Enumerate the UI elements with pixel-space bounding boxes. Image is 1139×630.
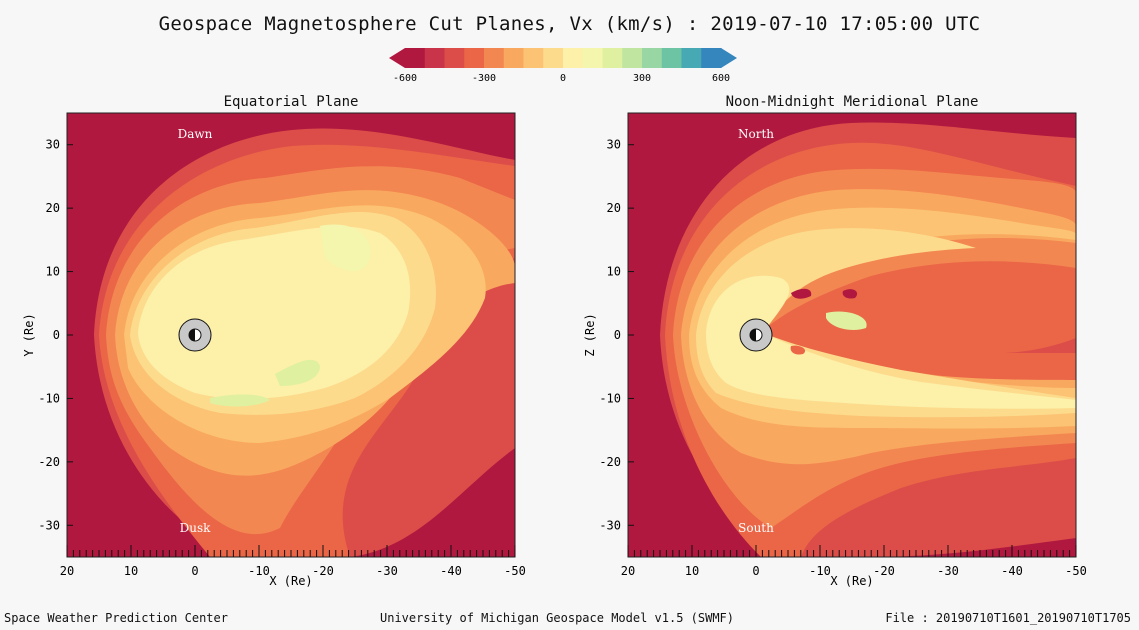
x-tick-label: 10 [124, 564, 138, 578]
colorbar-swatch [681, 48, 702, 68]
x-tick-label: 10 [685, 564, 699, 578]
earth-icon [178, 318, 212, 352]
colorbar-tick-label: 300 [633, 73, 651, 84]
y-tick-label: 0 [53, 328, 60, 342]
meridional-plot: 20 10 0 -10 -20 -30 -40 -50 30 20 10 0 -10 -20 -30 Nor… [583, 112, 1087, 588]
colorbar-swatch [464, 48, 485, 68]
colorbar-swatch [701, 48, 722, 68]
colorbar-swatch [622, 48, 643, 68]
colorbar-swatch [444, 48, 465, 68]
contour-fill [791, 288, 812, 299]
colorbar-arrow-right [721, 48, 737, 68]
y-tick-label: 30 [607, 138, 621, 152]
contour-fill [826, 311, 867, 330]
x-tick-label: -20 [312, 564, 334, 578]
x-tick-label: 0 [752, 564, 759, 578]
equatorial-contours [67, 113, 515, 557]
equatorial-plot: 20 10 0 -10 -20 -30 -40 -50 30 20 10 0 -10 -20 -30 Daw… [22, 112, 526, 588]
y-tick-label: -30 [599, 518, 621, 532]
north-label: North [738, 127, 774, 141]
colorbar-tick-label: -600 [393, 73, 417, 84]
contour-fill [275, 359, 320, 386]
x-tick-label: 20 [60, 564, 74, 578]
y-tick-label: 30 [46, 138, 60, 152]
footer-center: University of Michigan Geospace Model v1… [380, 611, 735, 625]
x-tick-label: -30 [376, 564, 398, 578]
y-tick-label: -10 [599, 391, 621, 405]
colorbar-swatch [424, 48, 445, 68]
x-tick-label: -40 [1001, 564, 1023, 578]
contour-fill [138, 226, 411, 400]
y-tick-label: -30 [38, 518, 60, 532]
y-tick-label: -20 [38, 455, 60, 469]
y-tick-label: -20 [599, 455, 621, 469]
colorbar-swatch [543, 48, 564, 68]
colorbar-swatch [503, 48, 524, 68]
y-tick-label: 0 [614, 328, 621, 342]
chart-title: Geospace Magnetosphere Cut Planes, Vx (k… [158, 13, 981, 35]
contour-fill [320, 224, 371, 272]
y-axis-label: Z (Re) [583, 313, 597, 356]
colorbar: -600 -300 0 300 600 [389, 48, 737, 84]
dusk-label: Dusk [180, 521, 212, 535]
colorbar-tick-label: 0 [560, 73, 566, 84]
y-tick-label: 10 [46, 265, 60, 279]
axes: 20 10 0 -10 -20 -30 -40 -50 30 20 10 0 -10 -20 -30 [38, 138, 526, 578]
x-tick-label: 0 [191, 564, 198, 578]
contour-fill [210, 394, 270, 407]
colorbar-swatch [523, 48, 544, 68]
colorbar-arrow-left [389, 48, 405, 68]
axes: 20 10 0 -10 -20 -30 -40 -50 30 20 10 0 -10 -20 -30 [599, 138, 1087, 578]
meridional-contours [628, 113, 1076, 557]
x-tick-label: 20 [621, 564, 635, 578]
colorbar-tick-label: -300 [472, 73, 496, 84]
x-tick-label: -10 [248, 564, 270, 578]
dawn-label: Dawn [178, 127, 213, 141]
colorbar-swatch [602, 48, 623, 68]
y-tick-label: 20 [607, 201, 621, 215]
y-axis-label: Y (Re) [22, 313, 36, 356]
x-tick-label: -40 [440, 564, 462, 578]
colorbar-swatch [582, 48, 603, 68]
contour-fill [790, 345, 806, 355]
colorbar-swatch [405, 48, 426, 68]
contour-fill [842, 289, 858, 299]
x-axis-label: X (Re) [830, 574, 873, 588]
x-tick-label: -30 [937, 564, 959, 578]
x-tick-label: -50 [1065, 564, 1087, 578]
footer-right: File : 20190710T1601_20190710T1705 [885, 611, 1131, 625]
colorbar-swatch [642, 48, 663, 68]
panel-title-equatorial: Equatorial Plane [223, 94, 359, 110]
x-tick-label: -20 [873, 564, 895, 578]
footer-left: Space Weather Prediction Center [4, 611, 228, 625]
earth-icon [739, 318, 773, 352]
x-axis-label: X (Re) [269, 574, 312, 588]
x-tick-label: -50 [504, 564, 526, 578]
colorbar-swatch [661, 48, 682, 68]
colorbar-swatch [484, 48, 505, 68]
contour-fill [706, 275, 1076, 409]
y-tick-label: 10 [607, 265, 621, 279]
y-tick-label: 20 [46, 201, 60, 215]
colorbar-tick-label: 600 [712, 73, 730, 84]
south-label: South [738, 521, 774, 535]
y-tick-label: -10 [38, 391, 60, 405]
x-tick-label: -10 [809, 564, 831, 578]
colorbar-swatch [563, 48, 584, 68]
panel-title-meridional: Noon-Midnight Meridional Plane [725, 94, 979, 110]
